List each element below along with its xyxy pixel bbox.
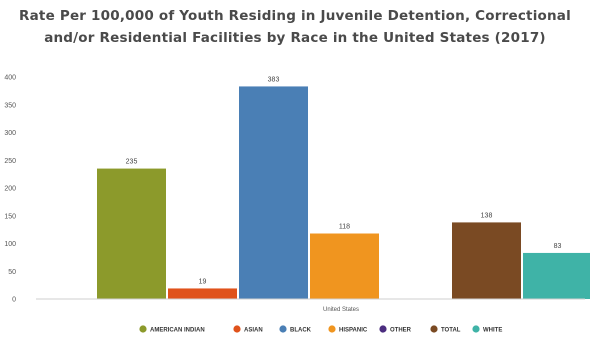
legend-swatch [430, 325, 438, 333]
bars: 235 19 383 118 138 83 [97, 76, 590, 299]
data-label: 235 [126, 159, 138, 166]
y-tick-label: 50 [8, 269, 16, 276]
data-label: 118 [339, 224, 350, 231]
data-label: 83 [554, 243, 562, 250]
y-tick-label: 250 [4, 158, 16, 165]
y-tick-label: 200 [4, 186, 16, 193]
y-tick-label: 100 [4, 241, 16, 248]
y-tick-label: 350 [4, 102, 16, 109]
chart-title-line-1: Rate Per 100,000 of Youth Residing in Ju… [19, 8, 571, 24]
bar-black [239, 86, 308, 299]
legend-label: HISPANIC [339, 328, 368, 334]
y-tick-label: 0 [12, 297, 16, 304]
legend-swatch [233, 325, 241, 333]
bar-american-indian [97, 168, 166, 299]
bar-total [452, 222, 521, 299]
legend-label: WHITE [483, 328, 502, 334]
legend: AMERICAN INDIAN ASIAN BLACK HISPANIC OTHER TO… [139, 325, 502, 334]
legend-swatch [472, 325, 480, 333]
legend-label: BLACK [290, 328, 312, 334]
data-label: 383 [268, 76, 280, 83]
data-label: 138 [481, 212, 493, 219]
legend-swatch [139, 325, 147, 333]
legend-label: OTHER [390, 328, 412, 334]
legend-label: ASIAN [244, 328, 263, 334]
bar-white [523, 252, 590, 299]
legend-label: TOTAL [441, 328, 461, 334]
x-category-label: United States [323, 307, 359, 313]
legend-label: AMERICAN INDIAN [150, 328, 205, 334]
bar-hispanic [310, 233, 379, 299]
y-tick-label: 400 [4, 75, 16, 82]
y-axis: 0 50 100 150 200 250 300 350 400 [4, 75, 16, 304]
y-tick-label: 300 [4, 130, 16, 137]
y-tick-label: 150 [4, 213, 16, 220]
legend-swatch [328, 325, 336, 333]
chart-title-line-2: and/or Residential Facilities by Race in… [44, 30, 546, 46]
legend-swatch [279, 325, 287, 333]
data-label: 19 [199, 278, 207, 285]
legend-swatch [379, 325, 387, 333]
bar-asian [168, 288, 237, 299]
